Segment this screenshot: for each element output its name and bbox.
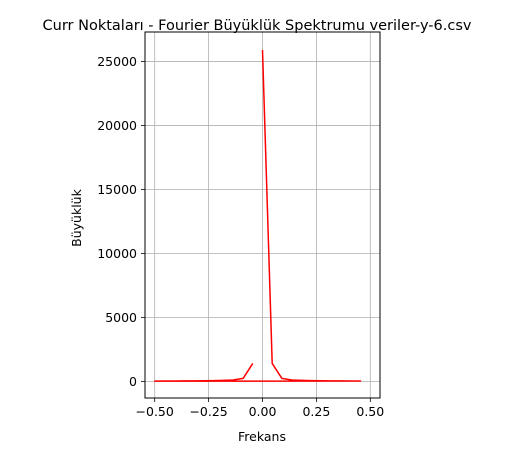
y-tick-label: 0 bbox=[129, 374, 137, 389]
y-axis-label: Büyüklük bbox=[69, 188, 84, 246]
x-tick-label: 0.00 bbox=[249, 404, 277, 419]
x-tick-label: 0.25 bbox=[302, 404, 330, 419]
y-tick-label: 15000 bbox=[97, 182, 137, 197]
x-tick-label: −0.25 bbox=[189, 404, 227, 419]
y-tick-label: 5000 bbox=[105, 310, 137, 325]
y-tick-label: 10000 bbox=[97, 246, 137, 261]
chart-title: Curr Noktaları - Fourier Büyüklük Spektr… bbox=[43, 18, 472, 34]
plot-area bbox=[153, 49, 362, 382]
y-tick-label: 25000 bbox=[97, 54, 137, 69]
axis-ticks: −0.50 −0.25 0.00 0.25 0.50 0 5000 10000 15000 200… bbox=[97, 54, 384, 419]
x-axis-label: Frekans bbox=[238, 429, 286, 444]
series-line-0 bbox=[153, 49, 362, 382]
grid bbox=[145, 32, 380, 398]
x-tick-label: 0.50 bbox=[356, 404, 384, 419]
y-tick-label: 20000 bbox=[97, 118, 137, 133]
x-tick-label: −0.50 bbox=[136, 404, 174, 419]
